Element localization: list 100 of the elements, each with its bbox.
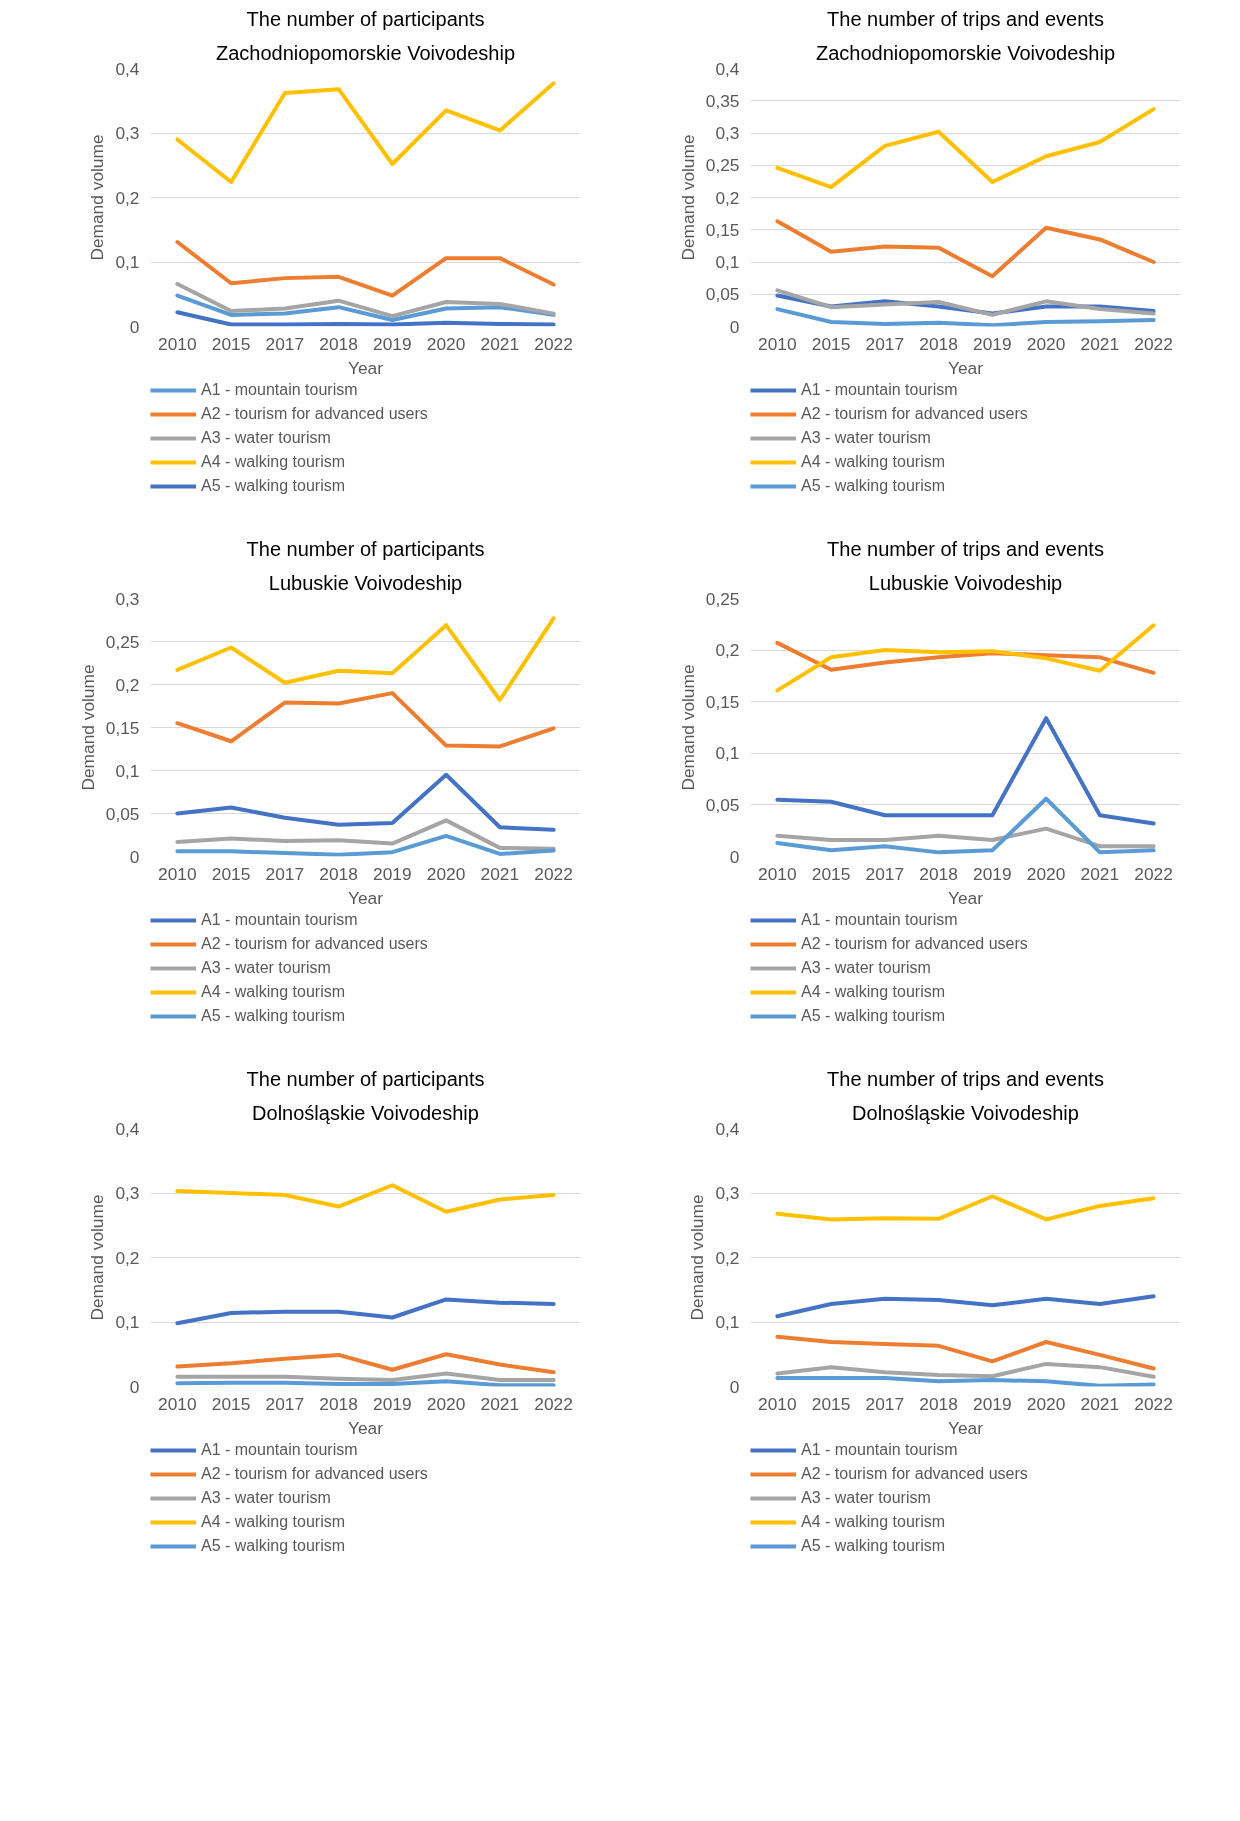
legend-label: A4 - walking tourism — [201, 1513, 346, 1531]
x-tick-label: 2019 — [373, 1393, 412, 1414]
legend-label: A5 - walking tourism — [201, 477, 346, 495]
y-tick-label: 0,4 — [715, 1118, 740, 1139]
legend-label: A1 - mountain tourism — [801, 1441, 958, 1459]
y-tick-label: 0,3 — [115, 588, 140, 609]
line-series — [775, 307, 1156, 327]
x-tick-label: 2019 — [373, 333, 412, 354]
chart-title: The number of participants — [246, 1067, 485, 1090]
y-axis-title: Demand volume — [687, 1194, 708, 1321]
y-tick-label: 0,2 — [115, 187, 140, 208]
line-series — [775, 1376, 1156, 1387]
y-tick-label: 0,05 — [105, 803, 140, 824]
legend-label: A3 - water tourism — [201, 429, 331, 447]
y-axis-title: Demand volume — [677, 134, 698, 261]
x-tick-label: 2018 — [919, 863, 958, 884]
x-axis-title: Year — [347, 357, 384, 378]
x-tick-label: 2015 — [211, 863, 251, 884]
legend-label: A4 - walking tourism — [801, 1513, 946, 1531]
x-tick-label: 2017 — [265, 1393, 305, 1414]
chart-title: The number of participants — [246, 7, 485, 30]
y-tick-label: 0,1 — [715, 743, 740, 764]
x-tick-label: 2020 — [426, 1393, 466, 1414]
chart-title: The number of trips and events — [827, 7, 1104, 30]
x-tick-label: 2020 — [1026, 1393, 1066, 1414]
legend-label: A2 - tourism for advanced users — [201, 1465, 428, 1483]
x-tick-label: 2017 — [265, 333, 305, 354]
x-tick-label: 2018 — [919, 1393, 958, 1414]
line-series — [175, 293, 556, 323]
y-tick-label: 0,4 — [115, 58, 140, 79]
y-tick-label: 0,4 — [115, 1118, 140, 1139]
legend-label: A2 - tourism for advanced users — [801, 1465, 1028, 1483]
y-tick-label: 0,1 — [715, 252, 740, 272]
y-tick-label: 0,1 — [715, 1312, 740, 1332]
x-tick-label: 2021 — [1080, 333, 1120, 354]
line-series — [775, 623, 1156, 693]
chart-title: The number of trips and events — [827, 537, 1104, 560]
y-tick-label: 0 — [729, 1376, 740, 1397]
y-tick-label: 0,3 — [715, 1183, 740, 1203]
x-tick-label: 2010 — [758, 333, 797, 354]
line-series — [175, 1371, 556, 1383]
x-tick-label: 2022 — [1134, 333, 1173, 354]
line-series — [175, 833, 556, 857]
x-tick-label: 2020 — [426, 863, 466, 884]
x-tick-label: 2017 — [865, 333, 905, 354]
y-axis-title: Demand volume — [87, 134, 108, 261]
x-axis-title: Year — [947, 357, 984, 378]
legend-label: A5 - walking tourism — [201, 1007, 346, 1025]
line-series — [775, 716, 1156, 826]
x-tick-label: 2017 — [265, 863, 305, 884]
y-tick-label: 0,3 — [115, 1183, 140, 1203]
y-tick-label: 0,15 — [105, 717, 140, 738]
chart-title: The number of trips and events — [827, 1067, 1104, 1090]
x-tick-label: 2020 — [426, 333, 466, 354]
x-tick-label: 2021 — [480, 1393, 520, 1414]
x-tick-label: 2010 — [158, 333, 197, 354]
y-tick-label: 0,25 — [705, 155, 740, 176]
x-tick-label: 2019 — [373, 863, 412, 884]
line-series — [775, 1194, 1156, 1222]
legend-label: A3 - water tourism — [201, 1489, 331, 1507]
legend-label: A2 - tourism for advanced users — [201, 405, 428, 423]
line-series — [175, 1183, 556, 1214]
legend-label: A4 - walking tourism — [801, 983, 946, 1001]
y-tick-label: 0,2 — [715, 640, 740, 661]
y-tick-label: 0,15 — [705, 691, 740, 712]
legend-label: A1 - mountain tourism — [201, 1441, 358, 1459]
y-tick-label: 0,1 — [115, 252, 140, 272]
y-tick-label: 0 — [129, 316, 140, 337]
x-axis-title: Year — [347, 887, 384, 908]
y-tick-label: 0 — [129, 846, 140, 867]
x-tick-label: 2015 — [211, 1393, 251, 1414]
legend-label: A2 - tourism for advanced users — [801, 405, 1028, 423]
chart-subtitle: Lubuskie Voivodeship — [868, 571, 1063, 594]
y-tick-label: 0 — [729, 316, 740, 337]
legend-label: A5 - walking tourism — [201, 1537, 346, 1555]
x-tick-label: 2021 — [1080, 1393, 1120, 1414]
line-series — [775, 1294, 1156, 1319]
x-tick-label: 2019 — [973, 333, 1012, 354]
legend-label: A4 - walking tourism — [801, 453, 946, 471]
line-series — [775, 826, 1156, 849]
y-tick-label: 0,35 — [705, 90, 740, 111]
x-tick-label: 2021 — [1080, 863, 1120, 884]
legend-label: A3 - water tourism — [801, 1489, 931, 1507]
line-series — [175, 818, 556, 851]
y-tick-label: 0,3 — [715, 123, 740, 143]
chart-subtitle: Lubuskie Voivodeship — [268, 571, 463, 594]
line-series — [775, 107, 1156, 190]
y-tick-label: 0,2 — [115, 674, 140, 695]
y-tick-label: 0,15 — [705, 219, 740, 240]
line-series — [175, 616, 556, 702]
x-tick-label: 2010 — [158, 863, 197, 884]
x-axis-title: Year — [947, 887, 984, 908]
y-tick-label: 0,05 — [705, 284, 740, 305]
x-tick-label: 2022 — [1134, 1393, 1173, 1414]
chart-subtitle: Dolnośląskie Voivodeship — [852, 1101, 1079, 1124]
legend-label: A3 - water tourism — [201, 959, 331, 977]
x-tick-label: 2010 — [758, 1393, 797, 1414]
y-axis-title: Demand volume — [87, 1194, 108, 1321]
y-tick-label: 0 — [129, 1376, 140, 1397]
x-tick-label: 2015 — [211, 333, 251, 354]
